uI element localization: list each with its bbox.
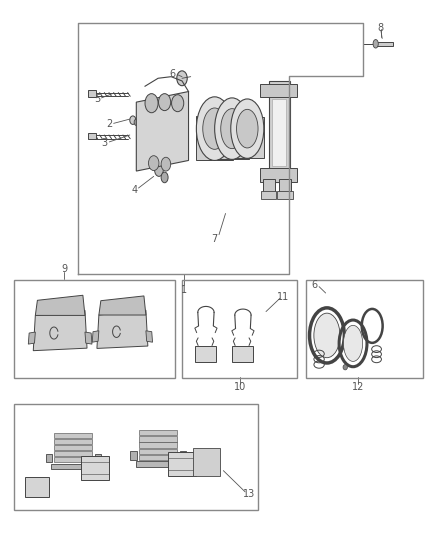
Bar: [279, 179, 291, 192]
Bar: [261, 191, 276, 199]
Ellipse shape: [145, 94, 158, 113]
Bar: [88, 133, 96, 139]
Ellipse shape: [343, 325, 363, 361]
Polygon shape: [92, 331, 99, 342]
Polygon shape: [194, 345, 215, 362]
Bar: [131, 451, 137, 460]
Ellipse shape: [373, 39, 378, 48]
Ellipse shape: [196, 97, 233, 160]
Polygon shape: [33, 310, 87, 351]
Bar: [139, 455, 177, 460]
Text: 6: 6: [312, 280, 318, 290]
Bar: [139, 430, 177, 435]
Text: 2: 2: [106, 119, 113, 130]
Bar: [136, 461, 180, 467]
Text: 4: 4: [131, 184, 137, 195]
Text: 13: 13: [244, 489, 256, 499]
Bar: [25, 477, 49, 497]
Ellipse shape: [159, 94, 171, 111]
Polygon shape: [99, 296, 146, 315]
Bar: [54, 433, 92, 438]
Ellipse shape: [314, 313, 340, 358]
Bar: [231, 117, 264, 158]
Bar: [81, 456, 109, 480]
Bar: [88, 91, 96, 97]
Text: 7: 7: [212, 234, 218, 244]
Bar: [14, 280, 176, 378]
Text: 10: 10: [234, 382, 246, 392]
Bar: [54, 445, 92, 450]
Ellipse shape: [130, 116, 136, 124]
Ellipse shape: [161, 157, 171, 171]
Bar: [376, 42, 393, 46]
Bar: [51, 464, 95, 470]
Polygon shape: [35, 295, 85, 316]
Bar: [306, 280, 423, 378]
Bar: [54, 451, 92, 456]
Bar: [54, 439, 92, 444]
Ellipse shape: [203, 108, 226, 149]
Bar: [272, 100, 286, 166]
Text: 12: 12: [352, 382, 364, 392]
Bar: [139, 448, 177, 454]
Bar: [260, 84, 297, 97]
Bar: [215, 116, 250, 159]
Bar: [95, 454, 101, 462]
Bar: [260, 168, 297, 182]
Ellipse shape: [343, 365, 347, 370]
Text: 11: 11: [277, 292, 290, 302]
Bar: [196, 116, 233, 160]
Polygon shape: [85, 332, 92, 344]
Ellipse shape: [237, 109, 258, 148]
Text: 3: 3: [102, 138, 108, 148]
Polygon shape: [136, 92, 188, 171]
Bar: [168, 452, 196, 475]
Bar: [193, 448, 220, 476]
Ellipse shape: [148, 156, 159, 171]
Polygon shape: [97, 310, 148, 349]
Text: 9: 9: [61, 264, 67, 274]
Bar: [14, 405, 258, 511]
Ellipse shape: [172, 95, 184, 112]
Bar: [139, 437, 177, 441]
Ellipse shape: [134, 119, 138, 125]
Text: 8: 8: [378, 23, 384, 33]
Bar: [54, 457, 92, 462]
Ellipse shape: [215, 98, 250, 159]
Bar: [262, 179, 275, 192]
Text: 5: 5: [94, 94, 100, 104]
Bar: [269, 81, 290, 182]
Polygon shape: [28, 332, 35, 344]
Ellipse shape: [161, 172, 168, 183]
Text: 6: 6: [170, 69, 176, 79]
Text: 1: 1: [181, 285, 187, 295]
Ellipse shape: [221, 109, 244, 149]
Bar: [46, 454, 52, 462]
Bar: [182, 280, 297, 378]
Ellipse shape: [231, 99, 264, 158]
Bar: [277, 191, 293, 199]
Bar: [180, 451, 186, 460]
Polygon shape: [232, 345, 253, 362]
Ellipse shape: [177, 71, 187, 86]
Ellipse shape: [155, 164, 163, 176]
Polygon shape: [146, 331, 152, 342]
Bar: [139, 442, 177, 448]
